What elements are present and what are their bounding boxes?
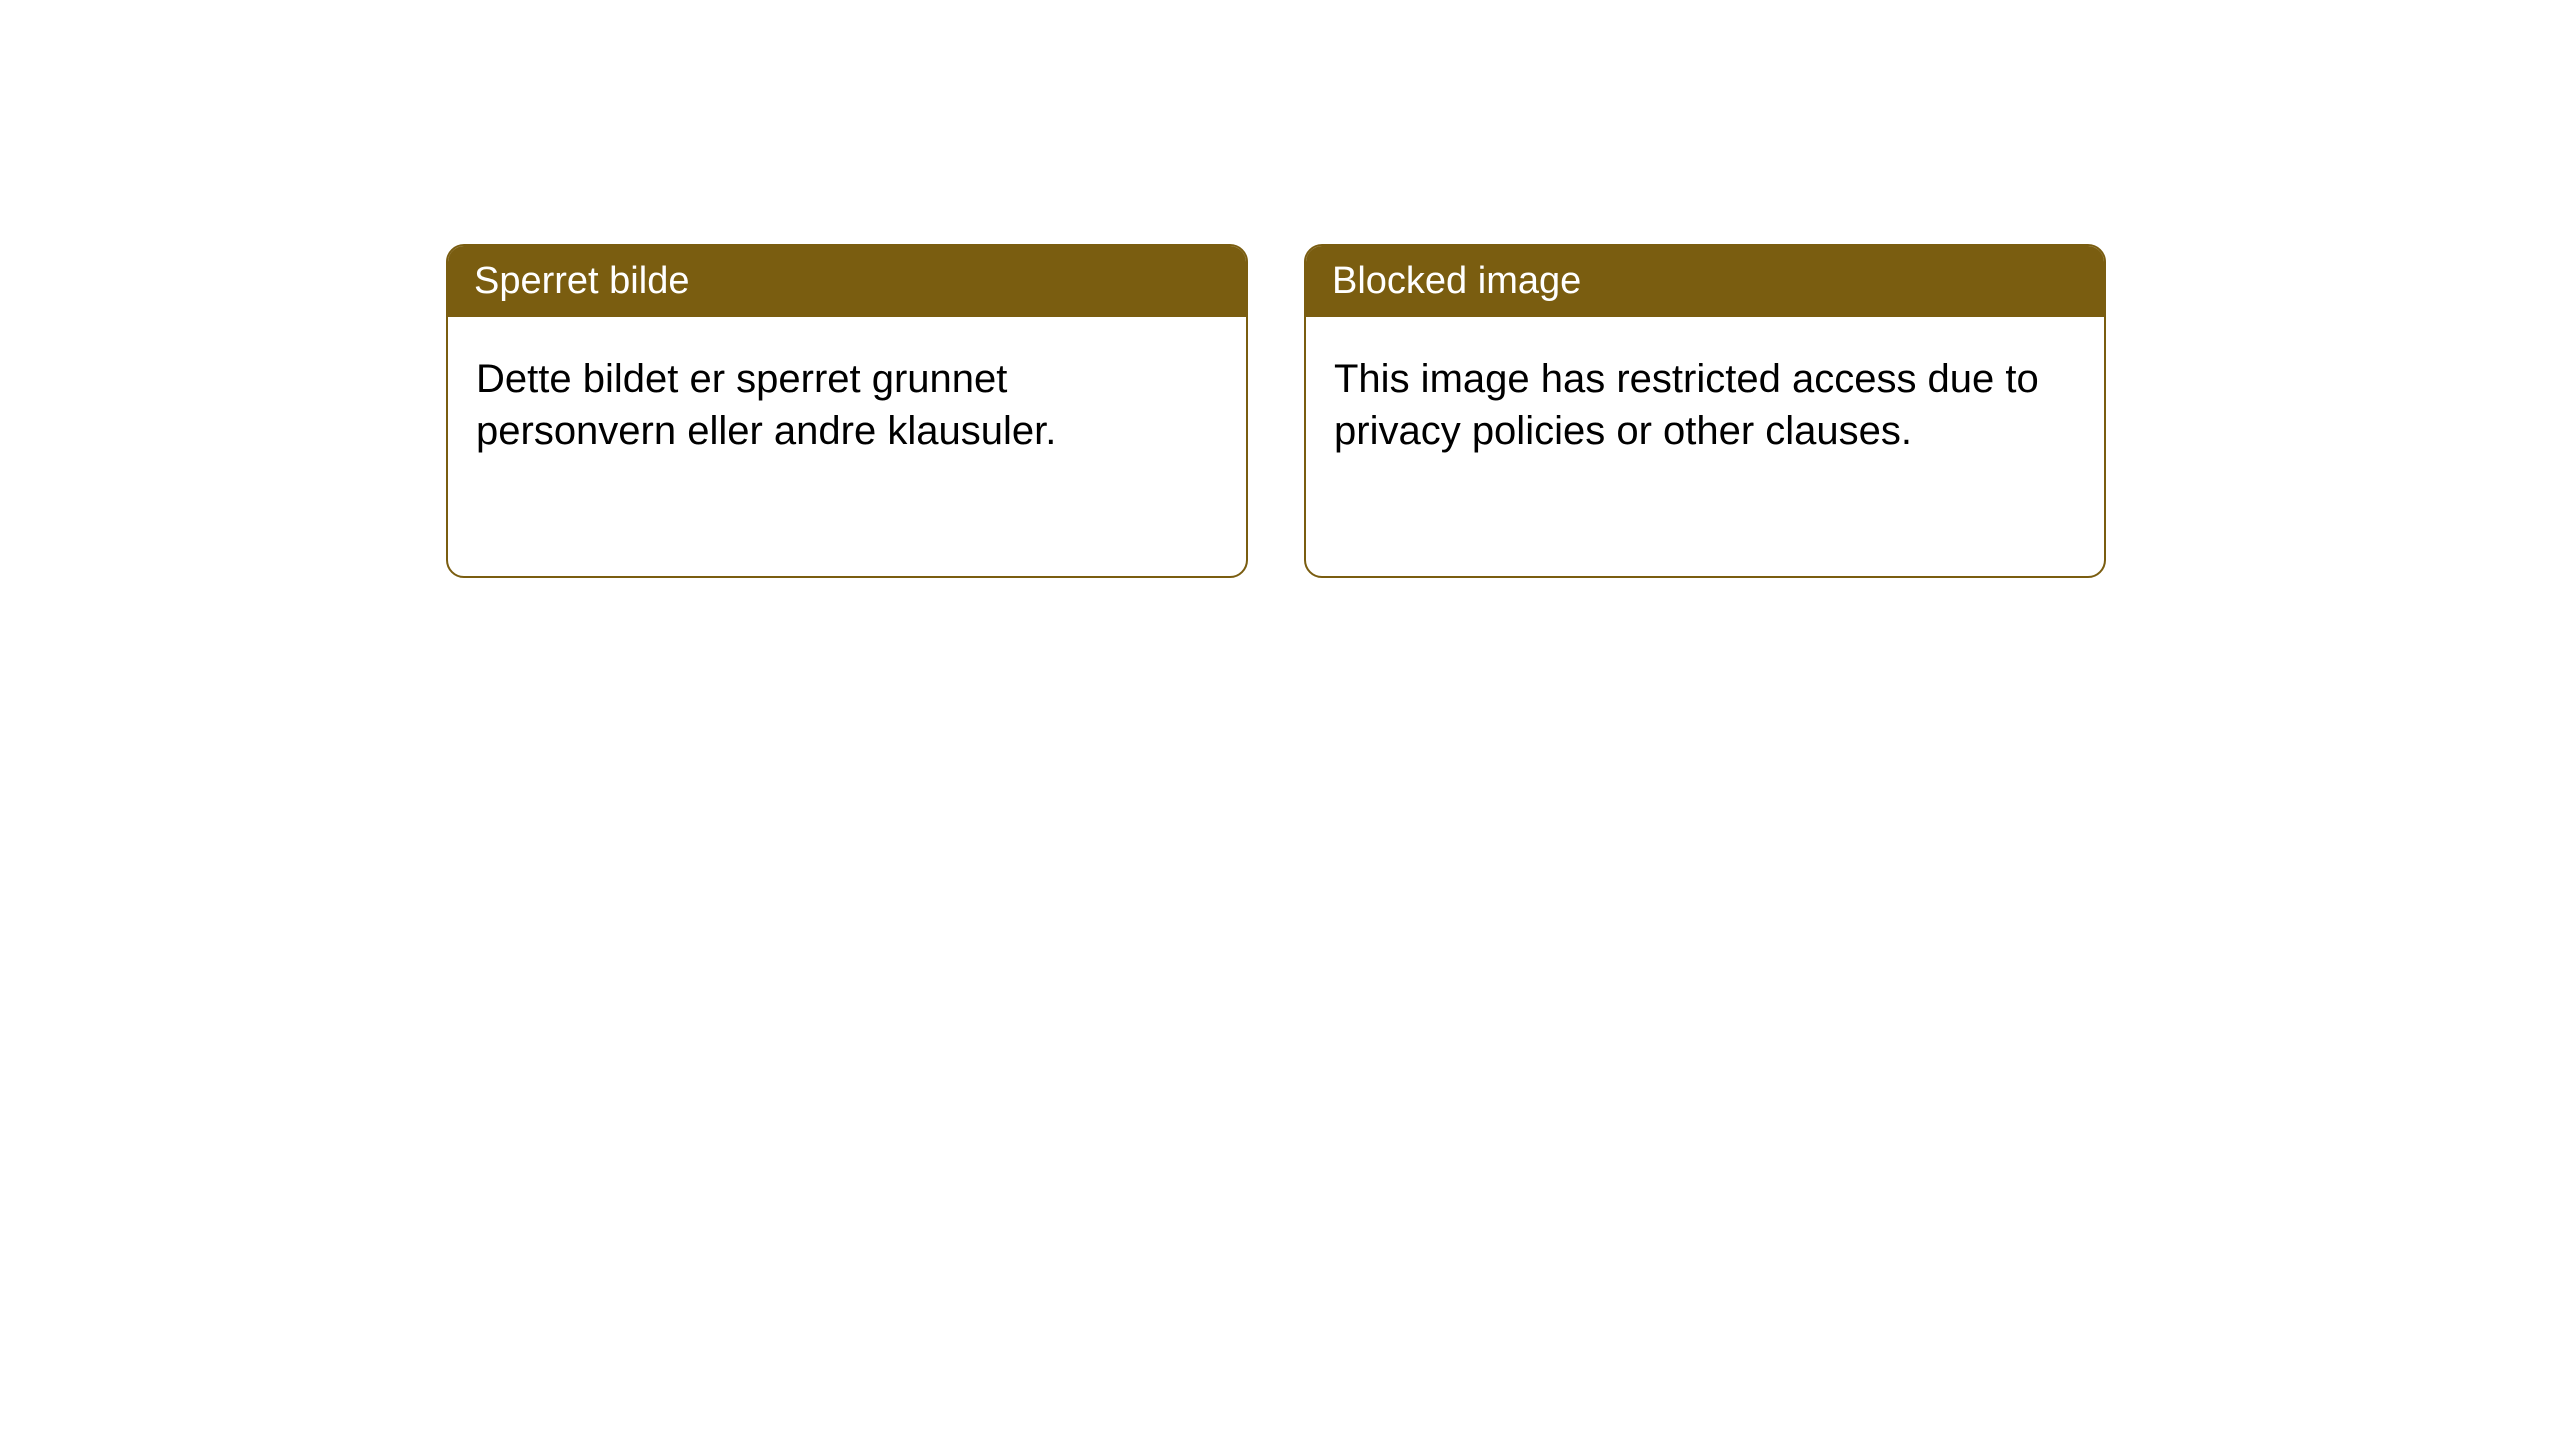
- notice-title-english: Blocked image: [1306, 246, 2104, 317]
- notice-body-english: This image has restricted access due to …: [1306, 317, 2104, 493]
- notice-title-norwegian: Sperret bilde: [448, 246, 1246, 317]
- notice-card-english: Blocked image This image has restricted …: [1304, 244, 2106, 578]
- notice-body-norwegian: Dette bildet er sperret grunnet personve…: [448, 317, 1246, 493]
- notice-card-norwegian: Sperret bilde Dette bildet er sperret gr…: [446, 244, 1248, 578]
- notice-container: Sperret bilde Dette bildet er sperret gr…: [0, 0, 2560, 578]
